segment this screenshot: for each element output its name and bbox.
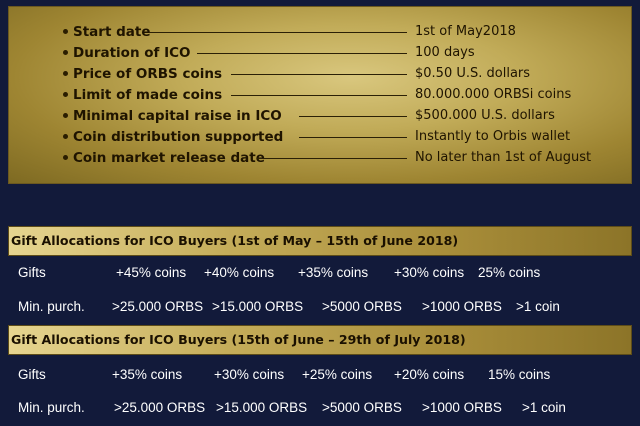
gift-table-1-header: Gift Allocations for ICO Buyers (1st of … [8,226,632,256]
gift-cell: +30% coins [214,367,285,382]
min-purchase-cell: >1 coin [516,299,560,314]
detail-label: Price of ORBS coins [73,66,223,82]
gift-cell: 25% coins [478,265,541,280]
detail-row-limit: Limit of made coins 80.000.000 ORBSi coi… [9,86,633,106]
detail-row-min-capital: Minimal capital raise in ICO $500.000 U.… [9,107,633,127]
detail-label: Duration of ICO [73,45,191,61]
bullet-icon [63,113,68,118]
bullet-icon [63,92,68,97]
min-purchase-cell: >25.000 ORBS [114,400,206,415]
bullet-icon [63,155,68,160]
bullet-icon [63,50,68,55]
leader-line [299,137,407,138]
gift-cell: +35% coins [112,367,183,382]
min-purchase-label: Min. purch. [18,299,85,314]
gift-table-2-header: Gift Allocations for ICO Buyers (15th of… [8,325,632,355]
gift-cell: +25% coins [302,367,373,382]
detail-label: Limit of made coins [73,87,223,103]
min-purchase-cell: >15.000 ORBS [216,400,308,415]
detail-label: Start date [73,24,151,40]
detail-value: $500.000 U.S. dollars [415,108,555,123]
detail-row-duration: Duration of ICO 100 days [9,44,633,64]
min-purchase-cell: >5000 ORBS [322,400,402,415]
gift-table-1-title: Gift Allocations for ICO Buyers (1st of … [11,233,459,248]
gift-cell: +40% coins [204,265,275,280]
gift-cell: +35% coins [298,265,369,280]
gift-cell: 15% coins [488,367,551,382]
detail-row-release-date: Coin market release date No later than 1… [9,149,633,169]
gift-cell: +20% coins [394,367,465,382]
min-purchase-cell: >1 coin [522,400,566,415]
leader-line [231,74,407,75]
detail-value: $0.50 U.S. dollars [415,66,531,81]
min-purchase-cell: >1000 ORBS [422,400,502,415]
bullet-icon [63,134,68,139]
detail-row-price: Price of ORBS coins $0.50 U.S. dollars [9,65,633,85]
min-purchase-cell: >5000 ORBS [322,299,402,314]
min-purchase-cell: >1000 ORBS [422,299,502,314]
leader-line [231,95,407,96]
min-purchase-label: Min. purch. [18,400,85,415]
min-purchase-cell: >25.000 ORBS [112,299,204,314]
gift-cell: +45% coins [116,265,187,280]
leader-line [197,53,407,54]
gifts-label: Gifts [18,265,46,280]
bullet-icon [63,29,68,34]
detail-value: 1st of May2018 [415,24,516,39]
detail-value: 100 days [415,45,475,60]
leader-line [299,116,407,117]
bullet-icon [63,71,68,76]
detail-row-distribution: Coin distribution supported Instantly to… [9,128,633,148]
min-purchase-cell: >15.000 ORBS [212,299,304,314]
leader-line [149,32,407,33]
detail-value: Instantly to Orbis wallet [415,129,571,144]
detail-label: Coin market release date [73,150,265,166]
leader-line [257,158,407,159]
detail-value: No later than 1st of August [415,150,592,165]
detail-label: Minimal capital raise in ICO [73,108,282,124]
gifts-label: Gifts [18,367,46,382]
ico-details-panel: Start date 1st of May2018 Duration of IC… [8,6,632,184]
detail-row-start-date: Start date 1st of May2018 [9,23,633,43]
detail-label: Coin distribution supported [73,129,284,145]
gift-table-2-title: Gift Allocations for ICO Buyers (15th of… [11,332,466,347]
gift-cell: +30% coins [394,265,465,280]
detail-value: 80.000.000 ORBSi coins [415,87,572,102]
